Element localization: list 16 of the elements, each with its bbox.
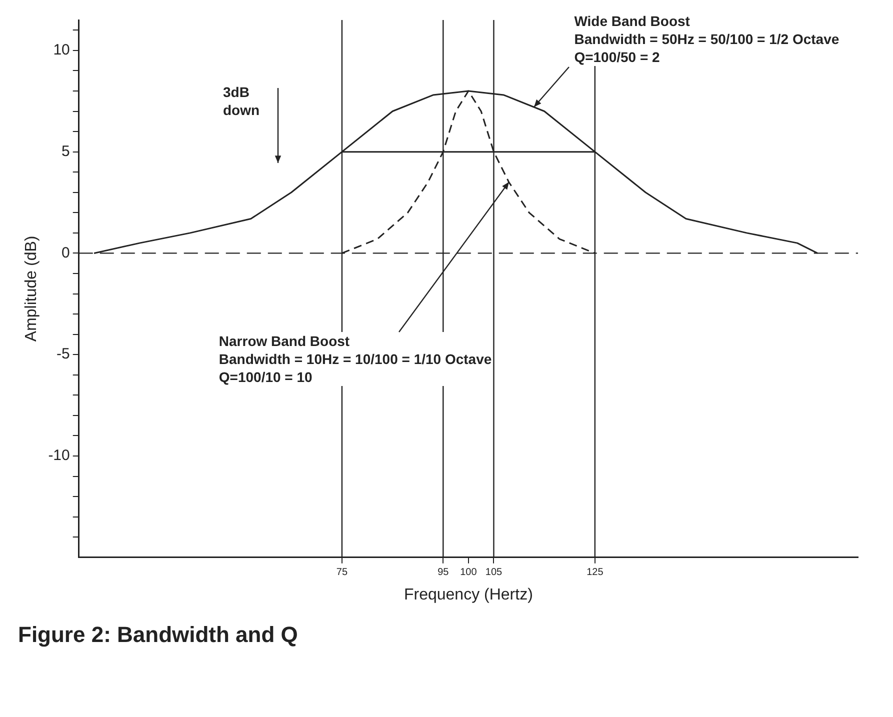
x-tick-label: 95 bbox=[438, 567, 450, 578]
y-tick-label: 0 bbox=[62, 244, 70, 262]
annotation: Wide Band Boost Bandwidth = 50Hz = 50/100 = 1/2 Octave Q=100/50 = 2 bbox=[574, 12, 840, 66]
y-tick-label: -5 bbox=[56, 346, 70, 363]
y-tick-label: 5 bbox=[62, 142, 70, 160]
x-tick-label: 100 bbox=[460, 567, 478, 578]
y-tick-label: 10 bbox=[53, 42, 70, 59]
y-tick-label: -10 bbox=[48, 447, 70, 464]
annotation: 3dB down bbox=[223, 83, 260, 119]
x-tick-label: 75 bbox=[336, 567, 348, 578]
y-axis-title: Amplitude (dB) bbox=[23, 236, 40, 342]
x-axis-title: Frequency (Hertz) bbox=[404, 586, 533, 604]
x-tick-label: 105 bbox=[485, 567, 503, 578]
annotation: Narrow Band Boost Bandwidth = 10Hz = 10/100 = 1/10 Octave Q=100/10 = 10 bbox=[218, 332, 492, 386]
text: Figure 2: Bandwidth and Q bbox=[18, 622, 298, 647]
x-tick-label: 125 bbox=[586, 567, 604, 578]
